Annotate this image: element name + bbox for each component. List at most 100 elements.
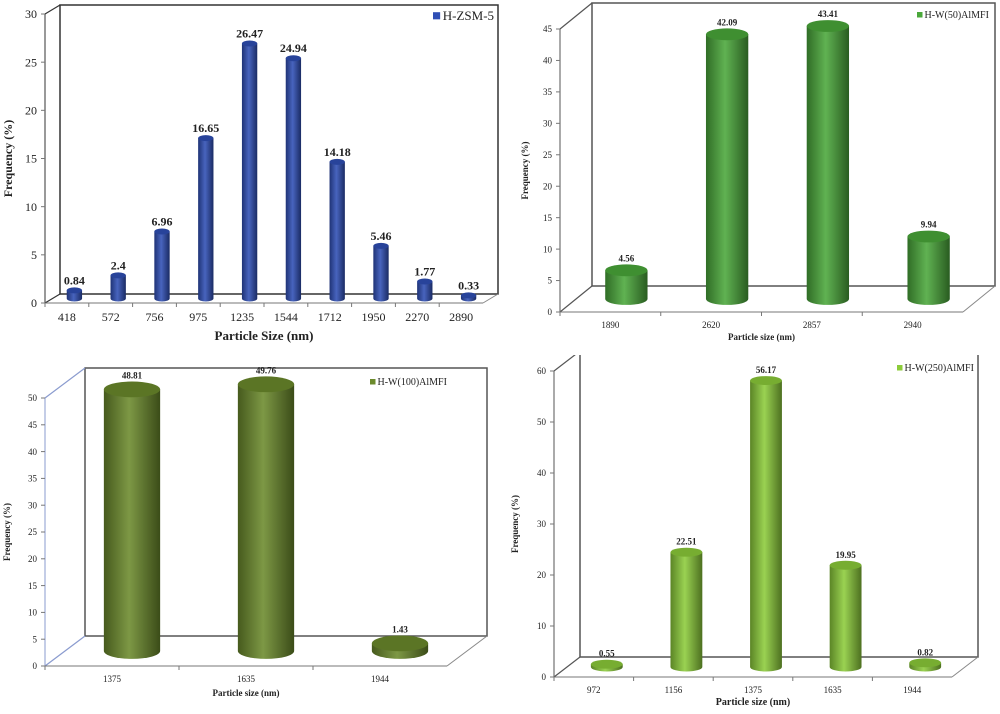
x-tick-label: 572 [102, 310, 120, 324]
legend-label: H-ZSM-5 [443, 8, 494, 23]
floor-left-edge [44, 635, 86, 667]
chart-svg: 0 5 10 15 20 25 30 418 0.84 572 2.4 756 6.96 975 16.65… [1, 4, 499, 343]
legend-swatch [917, 12, 923, 18]
x-tick-label: 1235 [230, 310, 254, 324]
data-label: 0.82 [917, 647, 933, 657]
y-tick-label: 45 [28, 420, 38, 430]
x-tick-label: 975 [189, 310, 207, 324]
bar-top [829, 560, 862, 570]
bar [66, 287, 83, 302]
y-tick-label: 40 [28, 447, 38, 457]
bar-body [241, 43, 258, 302]
floor-right-edge [446, 635, 488, 667]
data-label: 1.77 [414, 264, 435, 278]
y-tick-label: 5 [548, 276, 553, 286]
bar-top [670, 547, 703, 557]
bar [285, 55, 302, 302]
bar-top [373, 242, 389, 249]
chart-svg: 0 5 10 15 20 25 30 35 40 45 1890 4.56 2620 42.09 2857 4… [520, 2, 996, 342]
bar-top [750, 376, 782, 385]
y-tick-label: 35 [28, 474, 38, 484]
bar-top [907, 230, 950, 243]
x-tick-label: 1944 [371, 674, 390, 684]
data-label: 24.94 [280, 41, 307, 55]
legend-swatch [897, 365, 903, 371]
bar-top [110, 272, 126, 279]
bar [705, 28, 749, 305]
x-tick-label: 1944 [903, 685, 922, 695]
y-axis-title: Frequency (%) [2, 503, 12, 561]
y-tick-label: 50 [537, 417, 547, 427]
y-tick-label: 30 [537, 519, 547, 529]
y-tick-label: 15 [25, 152, 37, 166]
side-wall-top-edge [44, 4, 61, 15]
bar [373, 242, 389, 302]
bar [103, 381, 161, 659]
x-tick-label: 2270 [405, 310, 429, 324]
y-tick-label: 10 [25, 200, 37, 214]
x-tick-label: 1635 [824, 685, 843, 695]
bar-top [66, 287, 83, 294]
y-tick-label: 5 [33, 634, 38, 644]
x-tick-label: 1712 [318, 310, 342, 324]
y-tick-label: 15 [28, 581, 38, 591]
y-tick-label: 15 [543, 213, 553, 223]
legend: H-W(50)AlMFI [917, 10, 989, 21]
bar [198, 135, 214, 302]
data-label: 16.65 [192, 121, 219, 135]
bar-top [237, 376, 295, 393]
y-tick-label: 0 [31, 296, 37, 310]
x-tick-label: 2940 [904, 320, 923, 330]
y-tick-label: 10 [28, 608, 38, 618]
bar-top [285, 55, 302, 62]
bar [329, 158, 345, 302]
bar-body [670, 552, 703, 672]
x-tick-label: 1635 [237, 674, 256, 684]
chart-svg: 0 5 10 15 20 25 30 35 40 45 50 1375 48.81 1635 49.76 19… [2, 365, 488, 698]
y-axis-title: Frequency (%) [510, 495, 520, 553]
chart-h-w100-almfi: 0 5 10 15 20 25 30 35 40 45 50 1375 48.81 1635 49.76 19… [0, 355, 500, 709]
bar-top [705, 28, 749, 41]
y-tick-label: 0 [542, 672, 547, 682]
bar-top [605, 264, 648, 277]
bar [590, 659, 623, 672]
data-label: 6.96 [152, 214, 173, 228]
y-tick-label: 25 [543, 150, 553, 160]
x-axis-title: Particle size (nm) [213, 688, 280, 698]
bar-top [806, 20, 850, 32]
data-label: 0.33 [458, 278, 479, 292]
chart-svg: 0 10 20 30 40 50 60 972 0.55 1156 22.51 1375 56.17 16… [510, 350, 979, 708]
floor-left-edge [559, 285, 593, 313]
bar [670, 547, 703, 672]
bar [237, 376, 295, 659]
bar [909, 658, 942, 672]
x-tick-label: 2890 [449, 310, 473, 324]
x-tick-label: 756 [146, 310, 164, 324]
bar-body [417, 281, 433, 302]
data-label: 0.84 [64, 273, 85, 287]
data-label: 1.43 [392, 624, 408, 634]
bar-body [237, 384, 295, 659]
bar-top [329, 158, 345, 165]
legend-label: H-W(50)AlMFI [925, 10, 989, 21]
y-tick-label: 20 [537, 570, 547, 580]
bar-body [373, 245, 389, 302]
bar-top [590, 659, 623, 669]
y-tick-label: 20 [25, 104, 37, 118]
bar-body [198, 138, 214, 302]
y-tick-label: 5 [31, 248, 37, 262]
floor-left-edge [44, 293, 61, 304]
y-tick-label: 30 [543, 118, 553, 128]
y-tick-label: 25 [25, 55, 37, 69]
floor-right-edge [951, 656, 979, 678]
bar [750, 376, 782, 672]
bar-top [198, 135, 214, 142]
y-tick-label: 45 [543, 24, 553, 34]
bar-top [909, 658, 942, 668]
chart-h-zsm-5: 0 5 10 15 20 25 30 418 0.84 572 2.4 756 6.96 975 16.65… [0, 0, 500, 350]
bar [829, 560, 862, 672]
bar [605, 264, 648, 305]
side-wall-top-edge [559, 2, 593, 30]
side-wall-top-edge [553, 350, 581, 372]
bar-top [460, 292, 477, 299]
